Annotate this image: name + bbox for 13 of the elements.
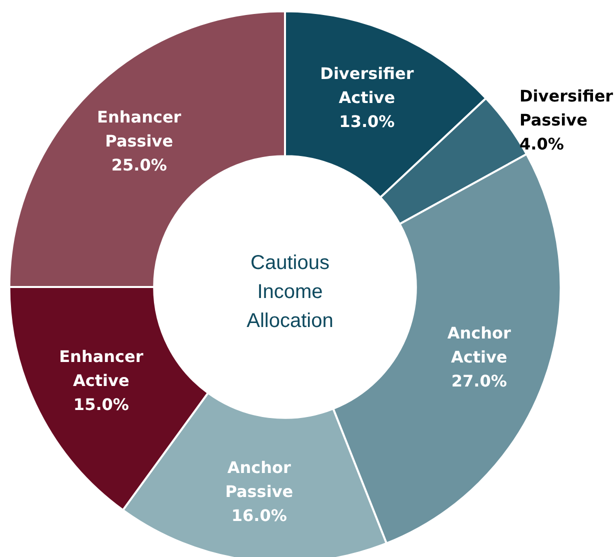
- data-label: 4.0%: [520, 134, 564, 154]
- text: Cautious Income Allocation: [246, 252, 334, 332]
- slice-label: Diversifier Passive: [520, 86, 614, 130]
- data-label: 25.0%: [111, 156, 167, 175]
- data-label: 27.0%: [451, 371, 507, 390]
- data-label: 15.0%: [73, 395, 129, 414]
- data-label: 16.0%: [231, 506, 287, 526]
- slice-label: Enhancer Active: [59, 347, 144, 390]
- slice-label: Enhancer Passive: [97, 108, 182, 151]
- slice-label: Diversifier Active: [320, 64, 414, 108]
- slice-label: Anchor Active: [447, 323, 511, 366]
- slice-label: Anchor Passive: [225, 458, 294, 502]
- data-label: 13.0%: [339, 112, 395, 132]
